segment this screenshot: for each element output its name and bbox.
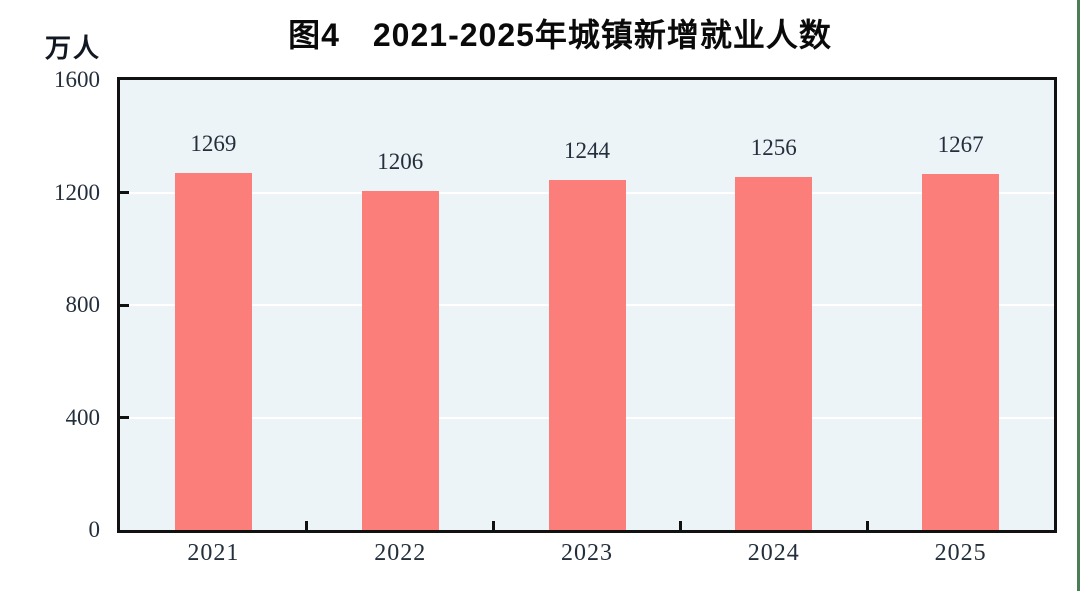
chart-title: 图4 2021-2025年城镇新增就业人数	[288, 17, 832, 53]
bar	[361, 190, 439, 530]
x-tick-label: 2023	[561, 540, 613, 566]
y-axis-tick	[120, 191, 129, 194]
bar	[174, 173, 252, 530]
x-tick-label: 2024	[747, 540, 800, 566]
y-tick-label: 0	[88, 517, 101, 542]
bar	[922, 173, 1000, 530]
bar-value-label: 1269	[190, 131, 237, 157]
y-axis-tick-labels: 0 400 800 1200 1600	[0, 67, 104, 542]
bar-value-label: 1206	[377, 148, 424, 174]
y-tick-label: 800	[65, 292, 101, 317]
x-tick-label: 2022	[374, 540, 427, 566]
x-tick-label: 2021	[187, 540, 240, 566]
x-axis-tick-labels: 2021 2022 2023 2024 2025	[120, 540, 1054, 574]
bar	[548, 180, 626, 530]
x-axis-tick	[865, 521, 869, 530]
y-axis-tick	[120, 303, 129, 307]
plot-area: 1269 1206 1244 1256 1267	[117, 77, 1057, 533]
bar	[735, 176, 813, 530]
y-axis-unit-label: 万人	[45, 34, 102, 63]
x-axis-tick	[678, 521, 682, 530]
x-axis-tick	[492, 521, 496, 530]
x-tick-label: 2025	[934, 540, 987, 566]
bar-value-label: 1267	[937, 131, 984, 157]
y-tick-label: 1600	[54, 67, 100, 92]
y-axis-tick	[120, 416, 129, 419]
bar-value-label: 1256	[750, 134, 797, 160]
y-tick-label: 1200	[54, 179, 100, 205]
y-tick-label: 400	[65, 404, 101, 430]
x-axis-tick	[305, 521, 309, 530]
page-right-border	[1077, 0, 1080, 591]
bar-value-label: 1244	[564, 138, 610, 164]
